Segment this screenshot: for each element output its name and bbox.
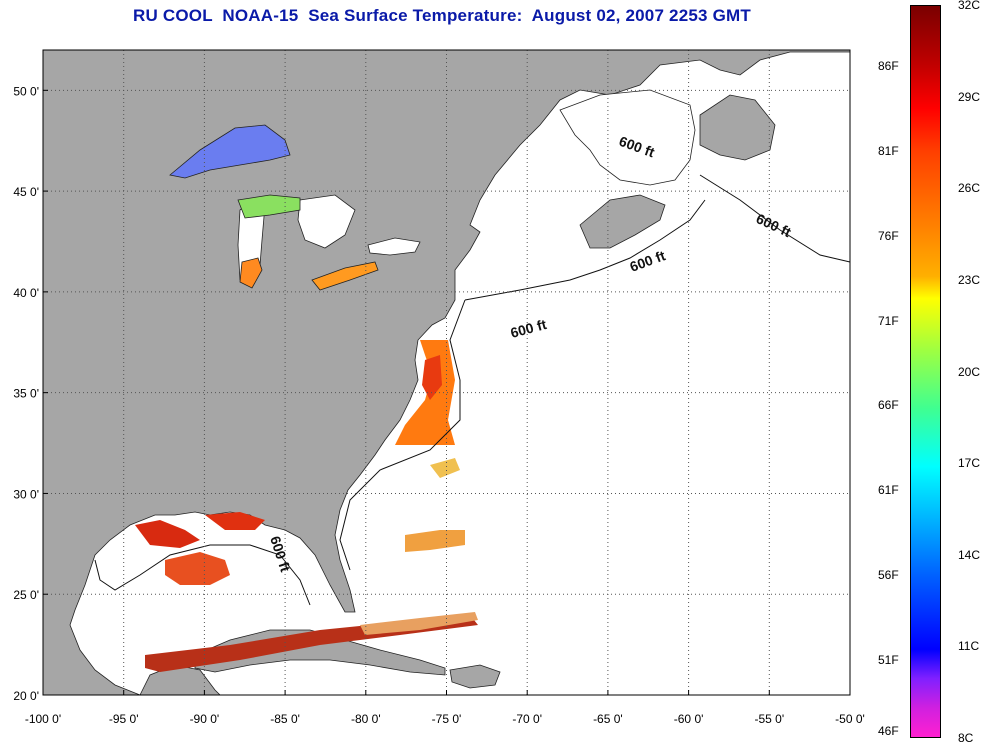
depth-contour-600ft: [94, 174, 851, 606]
sst-caribbean-band-2: [360, 612, 478, 635]
lon-tick-label: -95 0': [109, 712, 139, 726]
lat-tick-label: 30 0': [13, 487, 39, 501]
colorbar-celsius-label: 23C: [958, 272, 981, 287]
colorbar-celsius-label: 29C: [958, 89, 981, 104]
nova-scotia-land: [579, 194, 666, 249]
lake-michigan-north: [237, 194, 301, 219]
lake-huron: [297, 194, 356, 249]
sst-gulf-patch-3: [205, 512, 265, 530]
lake-michigan-warm: [239, 257, 263, 289]
lat-tick-label: 45 0': [13, 185, 39, 199]
colorbar-celsius-label: 26C: [958, 181, 981, 196]
lon-tick-label: -100 0': [25, 712, 61, 726]
colorbar-fahrenheit-label: 76F: [878, 228, 899, 243]
sst-data: [135, 340, 478, 672]
colorbar-fahrenheit-label: 86F: [878, 59, 899, 74]
lon-tick-label: -60 0': [674, 712, 704, 726]
sst-gulf-patch-1: [135, 520, 200, 548]
colorbar-fahrenheit-label: 71F: [878, 313, 899, 328]
lake-superior: [169, 124, 291, 179]
lake-erie: [311, 261, 379, 291]
colorbar-celsius-label: 32C: [958, 0, 981, 12]
colorbar-celsius-label: 11C: [958, 639, 980, 654]
colorbar-celsius-label: 17C: [958, 456, 981, 471]
map-title: RU COOL NOAA-15 Sea Surface Temperature:…: [133, 6, 751, 25]
lat-tick-label: 20 0': [13, 689, 39, 703]
lon-tick-label: -90 0': [190, 712, 220, 726]
great-lakes: [169, 124, 421, 291]
colorbar-fahrenheit-label: 46F: [878, 724, 899, 738]
lat-tick-label: 25 0': [13, 588, 39, 602]
lat-tick-label: 40 0': [13, 286, 39, 300]
gulf-of-st-lawrence: [559, 89, 696, 186]
temperature-colorbar: [910, 5, 941, 738]
colorbar-fahrenheit-label: 56F: [878, 568, 899, 583]
lat-tick-label: 50 0': [13, 84, 39, 98]
lake-ontario: [367, 237, 421, 256]
lon-tick-label: -85 0': [270, 712, 300, 726]
colorbar-celsius-label: 20C: [958, 364, 981, 379]
latitude-tick-labels: 20 0' 25 0' 30 0' 35 0' 40 0' 45 0' 50 0': [13, 84, 48, 703]
hispaniola-land: [449, 664, 501, 689]
lon-tick-label: -80 0': [351, 712, 381, 726]
lon-tick-label: -65 0': [593, 712, 623, 726]
graticule: [43, 50, 850, 695]
sst-gulf-patch-2: [165, 552, 230, 585]
colorbar-fahrenheit-label: 66F: [878, 398, 899, 413]
lon-tick-label: -55 0': [754, 712, 784, 726]
lat-tick-label: 35 0': [13, 387, 39, 401]
colorbar-fahrenheit-label: 81F: [878, 143, 899, 158]
lon-tick-label: -70 0': [512, 712, 542, 726]
newfoundland-land: [699, 94, 776, 161]
lon-tick-label: -75 0': [432, 712, 462, 726]
lon-tick-label: -50 0': [835, 712, 865, 726]
colorbar-fahrenheit-label: 61F: [878, 483, 899, 498]
colorbar-celsius-label: 14C: [958, 547, 981, 562]
colorbar-celsius-label: 8C: [958, 731, 974, 745]
sst-atlantic-band: [405, 530, 465, 552]
sst-chesapeake-red: [422, 355, 442, 400]
sst-atlantic-small: [430, 458, 460, 478]
longitude-tick-labels: -100 0' -95 0' -90 0' -85 0' -80 0' -75 0' -70…: [25, 690, 865, 726]
colorbar-fahrenheit-label: 51F: [878, 652, 899, 667]
